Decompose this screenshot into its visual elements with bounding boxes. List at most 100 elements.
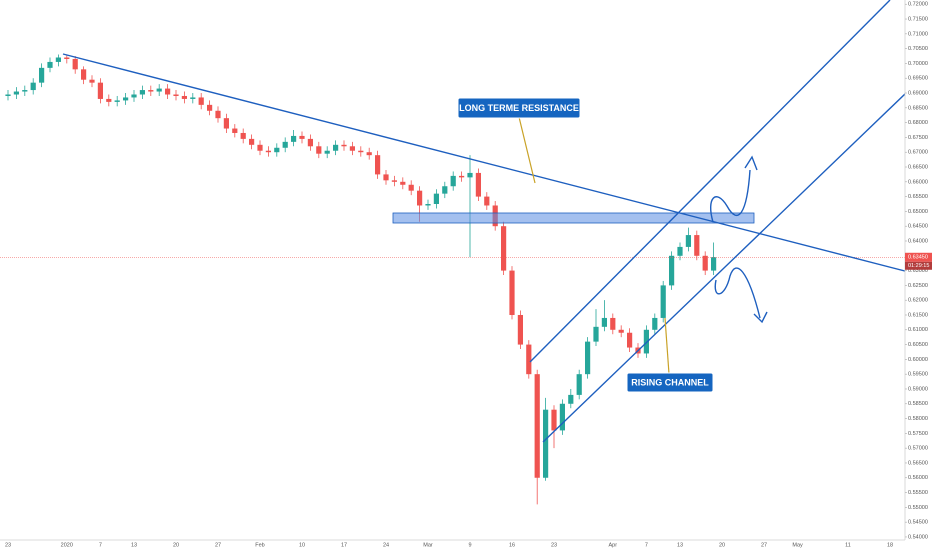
x-tick-label: 20 [719, 542, 725, 548]
candle-body [509, 270, 515, 315]
y-tick-label: 0.63000 [908, 268, 928, 274]
candle-body [417, 190, 423, 206]
countdown-tag [905, 261, 932, 270]
candle-body [39, 67, 45, 83]
callout-box [457, 97, 581, 119]
x-tick-label: 20 [173, 542, 179, 548]
y-tick-label: 0.60500 [908, 342, 928, 348]
candle-body [198, 97, 204, 105]
callout-text: RISING CHANNEL [631, 377, 709, 387]
candle-body [400, 181, 406, 185]
candle-body [55, 57, 61, 62]
bear-arrow-head [753, 311, 768, 324]
x-tick-label: 2020 [61, 542, 73, 548]
x-tick-label: Apr [609, 542, 618, 548]
y-tick-label: 0.68000 [908, 120, 928, 126]
support-zone [392, 212, 755, 224]
candle-body [265, 150, 271, 153]
candle-body [64, 57, 70, 59]
y-tick-label: 0.55500 [908, 490, 928, 496]
y-tick-label: 0.57500 [908, 431, 928, 437]
candle-body [30, 82, 36, 91]
x-tick-label: Feb [255, 542, 264, 548]
y-tick-label: 0.55000 [908, 505, 928, 511]
candle-body [47, 61, 53, 68]
y-tick-label: 0.69000 [908, 90, 928, 96]
candle-body [517, 314, 523, 345]
y-tick-label: 0.56500 [908, 460, 928, 466]
candle-body [274, 147, 280, 153]
x-tick-label: 7 [645, 542, 648, 548]
candle-body [433, 193, 439, 205]
candle-body [106, 98, 112, 102]
y-tick-label: 0.64500 [908, 224, 928, 230]
price-tag-label: 0.63450 [908, 255, 928, 261]
x-tick-label: 17 [341, 542, 347, 548]
y-tick-label: 0.67000 [908, 150, 928, 156]
candle-body [467, 172, 473, 178]
candle-body [333, 144, 339, 151]
y-tick-label: 0.58500 [908, 401, 928, 407]
candle-body [114, 100, 120, 102]
y-tick-label: 0.59000 [908, 386, 928, 392]
candle-body [366, 152, 372, 156]
candle-body [207, 104, 213, 111]
y-tick-label: 0.61000 [908, 327, 928, 333]
candle-body [660, 285, 666, 318]
candle-body [618, 329, 624, 333]
callout-pointer [664, 317, 670, 375]
x-tick-label: 9 [468, 542, 471, 548]
x-tick-label: 23 [5, 542, 11, 548]
candle-body [652, 317, 658, 330]
y-tick-label: 0.69500 [908, 76, 928, 82]
y-tick-label: 0.62000 [908, 298, 928, 304]
candle-body [601, 317, 607, 327]
x-tick-label: 13 [677, 542, 683, 548]
candle-body [215, 110, 221, 119]
countdown-label: 01:29:15 [908, 263, 929, 269]
candle-body [391, 180, 397, 182]
x-tick-label: 13 [131, 542, 137, 548]
candle-body [139, 90, 145, 95]
candle-body [22, 90, 28, 92]
candle-body [685, 235, 691, 247]
candle-body [324, 150, 330, 154]
y-tick-label: 0.70000 [908, 61, 928, 67]
candle-body [249, 138, 255, 145]
y-tick-label: 0.66000 [908, 179, 928, 185]
price-axis [905, 0, 932, 550]
candle-body [425, 204, 431, 206]
candle-body [484, 196, 490, 206]
candle-body [232, 128, 238, 133]
candle-body [72, 58, 78, 70]
candle-body [123, 97, 129, 101]
candle-body [282, 141, 288, 148]
price-tag [905, 252, 932, 262]
callout-text: LONG TERME RESISTANCE [459, 103, 579, 113]
callout-pointer [518, 116, 536, 184]
x-tick-label: 7 [99, 542, 102, 548]
candle-body [89, 79, 95, 83]
candle-body [442, 186, 448, 194]
candle-body [240, 132, 246, 139]
channel-lower [542, 67, 932, 443]
candle-body [501, 226, 507, 271]
candle-body [408, 184, 414, 191]
candle-body [223, 118, 229, 129]
y-tick-label: 0.65000 [908, 209, 928, 215]
candles [0, 54, 905, 505]
candle-body [534, 374, 540, 478]
candle-body [156, 88, 162, 92]
candle-body [576, 374, 582, 395]
candle-body [190, 97, 196, 99]
x-tick-label: 27 [215, 542, 221, 548]
candle-body [459, 175, 465, 178]
axis-labels: 0.54000 0.54500 0.55000 0.55500 0.56000 0.565… [5, 2, 932, 548]
bull-arrow-head [744, 155, 758, 171]
candle-body [148, 90, 154, 92]
candle-body [299, 135, 305, 139]
candle-body [316, 146, 322, 154]
y-tick-label: 0.61500 [908, 312, 928, 318]
